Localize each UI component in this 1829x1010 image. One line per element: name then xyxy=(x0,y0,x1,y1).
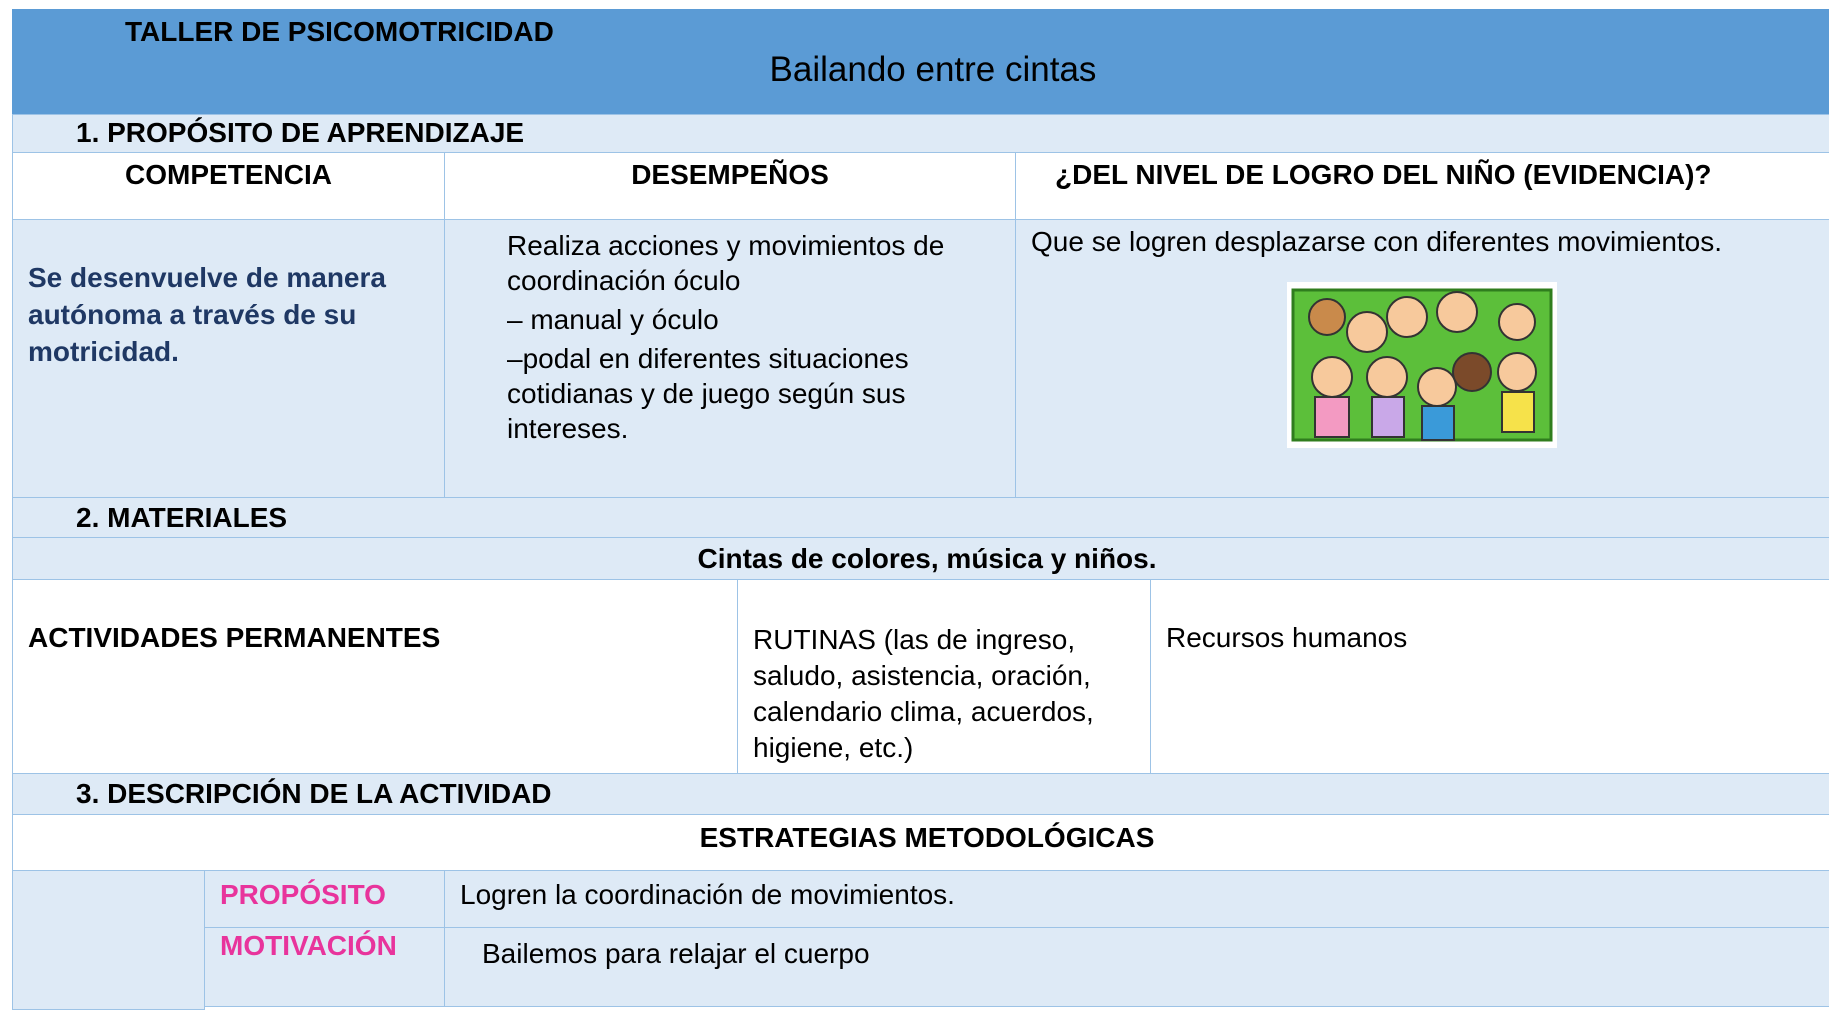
children-illustration xyxy=(1287,282,1557,448)
title: TALLER DE PSICOMOTRICIDAD xyxy=(125,16,554,47)
header: TALLER DE PSICOMOTRICIDAD Bailando entre… xyxy=(12,9,1829,115)
resources: Recursos humanos xyxy=(1150,579,1829,774)
row-text: Bailemos para relajar el cuerpo xyxy=(444,927,1829,1007)
section-heading: 2. MATERIALES xyxy=(12,497,1829,538)
column-header: DESEMPEÑOS xyxy=(444,152,1016,220)
row-label: MOTIVACIÓN xyxy=(204,927,445,1007)
competencia: Se desenvuelve de manera autónoma a trav… xyxy=(12,219,445,498)
paragraph: –podal en diferentes situaciones cotidia… xyxy=(507,343,909,444)
empty-cell xyxy=(12,870,205,1010)
activities: ACTIVIDADES PERMANENTES xyxy=(12,579,738,774)
row-text: Logren la coordinación de movimientos. xyxy=(444,870,1829,928)
paragraph: – manual y óculo xyxy=(507,304,719,335)
evidence-text: Que se logren desplazarse con diferentes… xyxy=(1031,226,1723,257)
column-header: COMPETENCIA xyxy=(12,152,445,220)
paragraph: Realiza acciones y movimientos de coordi… xyxy=(507,230,945,296)
evidencia: Que se logren desplazarse con diferentes… xyxy=(1015,219,1829,498)
strategies: ESTRATEGIAS METODOLÓGICAS xyxy=(12,814,1829,871)
desempenos: Realiza acciones y movimientos de coordi… xyxy=(444,219,1016,498)
row-label: PROPÓSITO xyxy=(204,870,445,928)
materials: Cintas de colores, música y niños. xyxy=(12,537,1829,580)
section-heading: 1. PROPÓSITO DE APRENDIZAJE xyxy=(12,114,1829,153)
routines: RUTINAS (las de ingreso, saludo, asisten… xyxy=(737,579,1151,774)
subtitle: Bailando entre cintas xyxy=(769,50,1097,89)
section-heading: 3. DESCRIPCIÓN DE LA ACTIVIDAD xyxy=(12,773,1829,815)
column-header: ¿DEL NIVEL DE LOGRO DEL NIÑO (EVIDENCIA)… xyxy=(1015,152,1829,220)
